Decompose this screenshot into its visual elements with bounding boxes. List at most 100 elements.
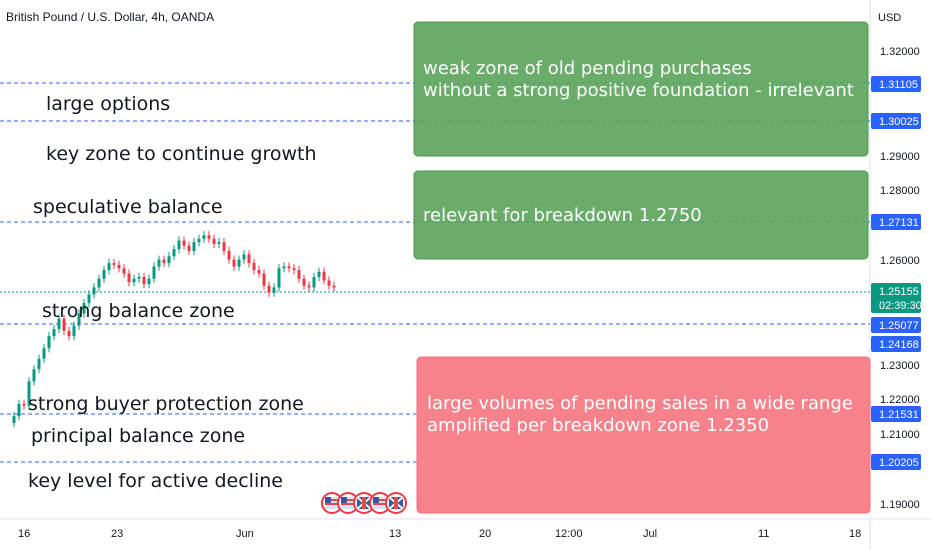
svg-text:1.27131: 1.27131 bbox=[879, 217, 919, 229]
candle-body bbox=[52, 329, 56, 337]
candle-body bbox=[32, 369, 36, 382]
candle-body bbox=[157, 259, 161, 267]
candle-body bbox=[142, 277, 146, 284]
candle-body bbox=[87, 294, 91, 304]
candle-body bbox=[112, 263, 116, 265]
x-tick: 13 bbox=[389, 528, 401, 540]
candle-body bbox=[122, 268, 126, 274]
svg-text:1.31105: 1.31105 bbox=[879, 79, 918, 91]
candle-body bbox=[67, 330, 71, 337]
us-flag-icon[interactable] bbox=[337, 492, 359, 514]
uk-flag-icon[interactable] bbox=[385, 492, 407, 514]
candles bbox=[12, 231, 336, 428]
candle-body bbox=[217, 242, 221, 244]
candle-body bbox=[332, 285, 336, 288]
candle-body bbox=[97, 278, 101, 288]
y-tick: 1.22000 bbox=[880, 394, 920, 406]
svg-text:1.25077: 1.25077 bbox=[879, 320, 919, 332]
candle-body bbox=[202, 235, 206, 239]
candle-body bbox=[62, 318, 66, 331]
level-badge: 1.21531 bbox=[871, 406, 921, 422]
candle-body bbox=[267, 285, 271, 293]
candle-body bbox=[172, 249, 176, 257]
svg-text:1.21531: 1.21531 bbox=[879, 409, 919, 421]
candle-body bbox=[37, 358, 41, 370]
candle-body bbox=[312, 277, 316, 288]
y-tick: 1.28000 bbox=[880, 185, 920, 197]
candle-body bbox=[222, 242, 226, 251]
x-tick: 23 bbox=[111, 528, 123, 540]
annotation-box-1[interactable]: weak zone of old pending purchases witho… bbox=[413, 21, 869, 157]
candle-body bbox=[137, 277, 141, 279]
annotation-3-line-2: amplified per breakdown zone 1.2350 bbox=[427, 415, 769, 436]
x-tick: Jun bbox=[236, 528, 254, 540]
candle-body bbox=[82, 303, 86, 314]
us-flag-icon[interactable] bbox=[369, 492, 391, 514]
candle-body bbox=[257, 270, 261, 274]
candle-body bbox=[242, 254, 246, 260]
candle-body bbox=[207, 235, 211, 239]
x-tick: 12:00 bbox=[555, 528, 583, 540]
label-buyer-protection: strong buyer protection zone bbox=[28, 393, 304, 415]
x-tick: 11 bbox=[758, 528, 769, 540]
candle-body bbox=[92, 287, 96, 295]
svg-text:1.25155: 1.25155 bbox=[879, 286, 919, 298]
annotation-box-2[interactable]: relevant for breakdown 1.2750 bbox=[413, 170, 869, 260]
candle-body bbox=[302, 278, 306, 286]
candle-body bbox=[307, 285, 311, 288]
candle-body bbox=[197, 238, 201, 243]
candle-body bbox=[227, 250, 231, 260]
candle-body bbox=[297, 270, 301, 279]
candle-body bbox=[107, 263, 111, 271]
candle-body bbox=[152, 266, 156, 279]
annotation-1-line-1: weak zone of old pending purchases bbox=[423, 58, 752, 79]
level-badge: 1.25077 bbox=[871, 317, 921, 333]
label-large-options: large options bbox=[46, 93, 170, 115]
label-strong-balance: strong balance zone bbox=[42, 300, 235, 322]
candle-body bbox=[117, 264, 121, 269]
y-tick: 1.19000 bbox=[880, 499, 920, 511]
candle-body bbox=[72, 325, 76, 337]
svg-text:1.24168: 1.24168 bbox=[879, 339, 919, 351]
candle-body bbox=[57, 318, 61, 330]
candle-body bbox=[327, 280, 331, 286]
label-key-level-decline: key level for active decline bbox=[28, 470, 283, 492]
candle-body bbox=[192, 242, 196, 251]
annotation-box-3[interactable]: large volumes of pending sales in a wide… bbox=[416, 356, 871, 514]
level-badge: 1.30025 bbox=[871, 113, 921, 129]
candle-body bbox=[182, 240, 186, 246]
candle-body bbox=[167, 256, 171, 264]
label-speculative-balance: speculative balance bbox=[33, 196, 223, 218]
candle-body bbox=[162, 259, 166, 264]
x-tick: Jul bbox=[643, 528, 657, 540]
candle-body bbox=[187, 245, 191, 251]
event-flags[interactable] bbox=[321, 492, 407, 514]
candle-body bbox=[322, 271, 326, 281]
y-tick: 1.26000 bbox=[880, 255, 920, 267]
y-tick: 1.23000 bbox=[880, 360, 920, 372]
candle-body bbox=[102, 270, 106, 279]
candle-body bbox=[132, 278, 136, 283]
candle-body bbox=[212, 238, 216, 244]
candle-body bbox=[127, 273, 131, 283]
candle-body bbox=[277, 268, 281, 288]
annotation-2-text: relevant for breakdown 1.2750 bbox=[423, 205, 702, 226]
annotation-1-line-2: without a strong positive foundation - i… bbox=[423, 80, 854, 101]
candle-body bbox=[27, 381, 31, 406]
candle-body bbox=[262, 273, 266, 286]
x-tick: 20 bbox=[479, 528, 491, 540]
x-tick: 18 bbox=[849, 528, 861, 540]
y-tick: 1.29000 bbox=[880, 151, 920, 163]
candle-body bbox=[237, 259, 241, 267]
chart-title: British Pound / U.S. Dollar, 4h, OANDA bbox=[6, 10, 214, 24]
candle-body bbox=[147, 278, 151, 284]
candle-body bbox=[272, 287, 276, 293]
candle-body bbox=[42, 348, 46, 359]
level-badge: 1.20205 bbox=[871, 454, 921, 470]
candle-body bbox=[47, 336, 51, 349]
candle-body bbox=[247, 254, 251, 264]
svg-text:02:39:30: 02:39:30 bbox=[879, 300, 922, 312]
y-tick: 1.21000 bbox=[880, 429, 920, 441]
candle-body bbox=[77, 313, 81, 326]
